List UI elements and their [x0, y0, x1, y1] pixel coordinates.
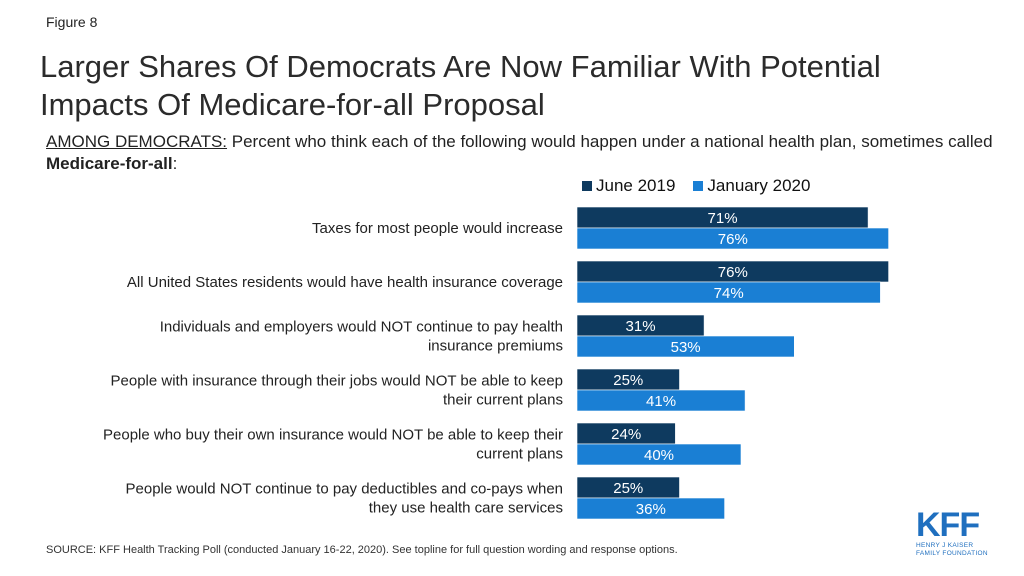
- logo-mark: KFF: [916, 506, 980, 544]
- logo-subtitle-2: FAMILY FOUNDATION: [916, 550, 988, 557]
- category-label: All United States residents would have h…: [127, 274, 563, 291]
- category-label: Taxes for most people would increase: [312, 220, 563, 237]
- data-label: 24%: [611, 426, 641, 443]
- bar-january-2020: [576, 281, 881, 304]
- data-label: 25%: [613, 372, 643, 389]
- bar-january-2020: [576, 335, 795, 358]
- data-label: 76%: [718, 231, 748, 248]
- subtitle-lead: AMONG DEMOCRATS:: [46, 132, 228, 151]
- legend-label-june-2019: June 2019: [596, 176, 676, 195]
- category-label: their current plans: [443, 392, 563, 409]
- chart-title: Larger Shares Of Democrats Are Now Famil…: [40, 49, 881, 122]
- data-label: 76%: [718, 264, 748, 281]
- category-label: Individuals and employers would NOT cont…: [160, 319, 563, 336]
- legend: June 2019 January 2020: [582, 176, 810, 196]
- kff-logo: KFF HENRY J KAISER FAMILY FOUNDATION: [916, 508, 996, 558]
- data-label: 25%: [613, 480, 643, 497]
- bar-january-2020: [576, 497, 725, 520]
- figure-label: Figure 8: [46, 14, 98, 30]
- data-label: 36%: [636, 501, 666, 518]
- legend-label-january-2020: January 2020: [707, 176, 811, 195]
- bar-january-2020: [576, 227, 889, 250]
- data-label: 40%: [644, 447, 674, 464]
- data-label: 53%: [671, 339, 701, 356]
- data-label: 71%: [708, 210, 738, 227]
- category-label: People would NOT continue to pay deducti…: [126, 481, 564, 498]
- legend-swatch-june-2019: [582, 181, 592, 191]
- bar-january-2020: [576, 389, 746, 412]
- legend-item-june-2019: June 2019: [582, 176, 675, 196]
- bar-january-2020: [576, 443, 742, 466]
- subtitle-text: Percent who think each of the following …: [227, 132, 993, 151]
- category-label: People with insurance through their jobs…: [111, 373, 564, 390]
- category-label: current plans: [476, 446, 563, 463]
- data-label: 74%: [714, 285, 744, 302]
- logo-subtitle-1: HENRY J KAISER: [916, 542, 974, 549]
- category-label: they use health care services: [369, 500, 563, 517]
- data-label: 31%: [626, 318, 656, 335]
- legend-swatch-january-2020: [693, 181, 704, 191]
- source-note: SOURCE: KFF Health Tracking Poll (conduc…: [46, 544, 678, 556]
- data-label: 41%: [646, 393, 676, 410]
- legend-item-january-2020: January 2020: [693, 176, 810, 196]
- category-label: insurance premiums: [428, 338, 563, 355]
- chart-subtitle: AMONG DEMOCRATS: Percent who think each …: [46, 131, 1006, 175]
- subtitle-tail: :: [172, 154, 178, 173]
- subtitle-bold: Medicare-for-all: [46, 154, 173, 173]
- category-label: People who buy their own insurance would…: [103, 427, 563, 444]
